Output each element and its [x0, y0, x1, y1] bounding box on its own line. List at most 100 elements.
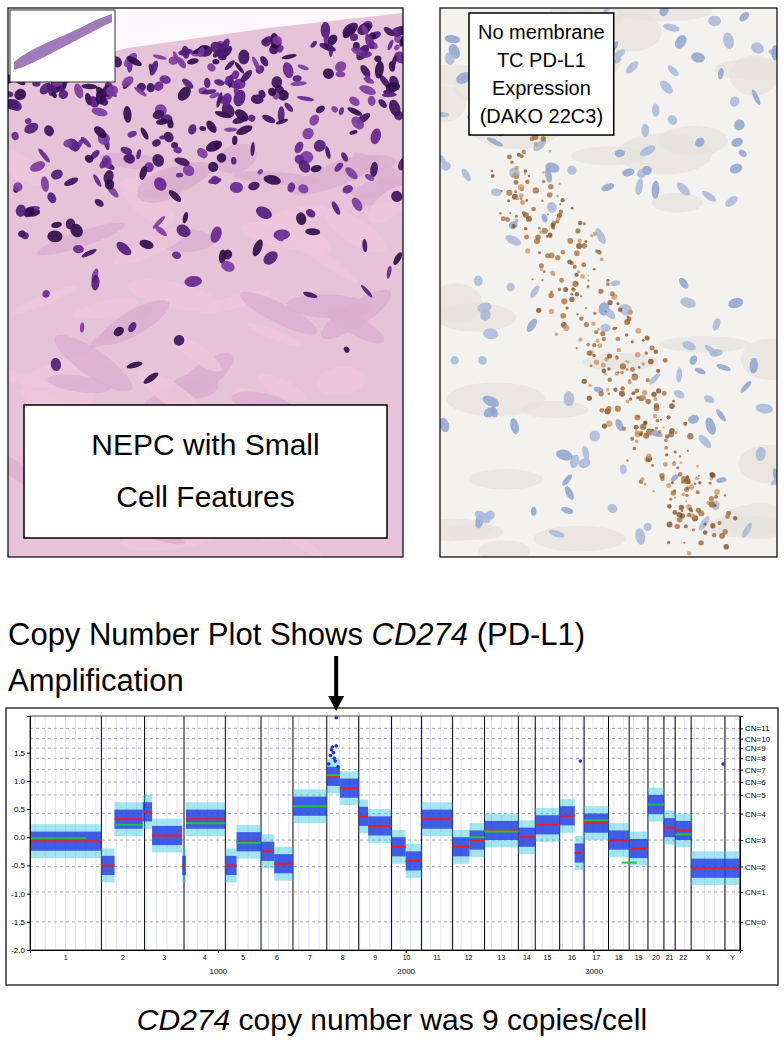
- nucleus: [104, 179, 114, 190]
- stain-granule: [563, 287, 568, 292]
- grid-line: [30, 866, 740, 867]
- nucleus: [396, 156, 403, 172]
- nucleus: [297, 95, 315, 102]
- probe-cloud: [143, 802, 152, 821]
- nucleus: [295, 211, 308, 226]
- nucleus: [15, 204, 28, 218]
- tick: -0.5: [11, 861, 30, 870]
- stain-granule: [679, 505, 685, 511]
- tick-label: CN=8: [745, 754, 766, 763]
- nucleus: [173, 145, 183, 154]
- nucleus: [307, 113, 321, 128]
- stain-granule: [677, 517, 683, 523]
- stain-granule: [636, 417, 639, 420]
- nucleus: [91, 275, 100, 291]
- stain-granule: [633, 447, 637, 451]
- chromosome-label: 3: [162, 954, 166, 961]
- segment: [664, 827, 675, 829]
- stain-granule: [599, 408, 604, 413]
- nucleus: [393, 44, 401, 52]
- stain-granule: [607, 393, 610, 396]
- stain-granule: [550, 223, 554, 227]
- stain-granule: [606, 279, 609, 282]
- stain-granule: [616, 337, 621, 342]
- background-line: [420, 716, 421, 950]
- background-line: [146, 716, 147, 950]
- nucleus: [755, 403, 774, 415]
- nucleus: [621, 167, 635, 177]
- nucleus: [367, 95, 376, 106]
- stain-granule: [710, 473, 715, 478]
- nucleus: [347, 95, 361, 108]
- segment: [186, 818, 225, 820]
- nucleus: [687, 413, 700, 425]
- nucleus: [460, 167, 473, 183]
- stain-granule: [538, 227, 541, 230]
- nucleus: [634, 527, 646, 545]
- stain-granule: [549, 309, 554, 314]
- stroma: [571, 146, 648, 165]
- stain-granule: [673, 450, 676, 453]
- tick: 0.0: [14, 833, 30, 842]
- stain-granule: [642, 339, 645, 342]
- tick-label: CN=0: [745, 918, 766, 927]
- nucleus: [443, 51, 456, 66]
- stain-granule: [594, 359, 599, 364]
- nucleus: [610, 280, 621, 287]
- collagen: [8, 136, 51, 192]
- segment: [237, 841, 261, 843]
- background-line: [349, 716, 350, 950]
- chromosome-label: 9: [373, 954, 377, 961]
- stain-granule: [543, 270, 546, 273]
- nucleus: [57, 88, 70, 101]
- stain-granule: [723, 544, 729, 550]
- stain-granule: [594, 330, 598, 334]
- stain-granule: [524, 169, 528, 173]
- stain-granule: [542, 171, 545, 174]
- stain-granule: [580, 274, 585, 279]
- stain-granule: [654, 403, 659, 408]
- nucleus: [195, 146, 210, 161]
- stain-granule: [514, 219, 518, 223]
- nucleus: [181, 45, 190, 59]
- nucleus: [204, 78, 211, 89]
- stain-granule: [584, 240, 587, 243]
- nucleus: [232, 136, 238, 146]
- background-line: [278, 716, 279, 950]
- stain-granule: [591, 322, 595, 326]
- probe-cloud-outer: [327, 759, 340, 793]
- probe-cloud-outer: [485, 814, 519, 848]
- panel-label: NEPC with Small: [91, 428, 319, 461]
- nucleus: [231, 157, 237, 165]
- nucleus: [387, 98, 403, 118]
- stroma: [440, 283, 483, 323]
- nucleus: [250, 55, 262, 72]
- stain-granule: [629, 397, 632, 400]
- nucleus: [544, 167, 553, 184]
- probe-cloud: [152, 826, 182, 845]
- nucleus: [362, 239, 368, 253]
- nucleus: [481, 393, 501, 409]
- nucleus: [126, 360, 143, 370]
- nucleus: [215, 92, 224, 109]
- probe-point: [721, 762, 725, 766]
- stain-granule: [549, 253, 555, 259]
- nucleus: [281, 61, 295, 79]
- stain-granule: [520, 200, 525, 205]
- nucleus: [350, 196, 365, 213]
- nucleus: [250, 142, 255, 157]
- nucleus: [563, 485, 576, 502]
- tick: CN=10: [740, 735, 771, 744]
- probe-cloud: [327, 767, 340, 786]
- nucleus: [142, 370, 160, 385]
- stain-granule: [528, 175, 530, 177]
- nucleus: [300, 126, 316, 142]
- nucleus: [449, 355, 459, 365]
- nucleus: [440, 161, 451, 172]
- stain-granule: [556, 195, 559, 198]
- nucleus: [119, 145, 133, 156]
- nucleus: [114, 239, 134, 258]
- tick-mark: [740, 795, 743, 796]
- nucleus: [548, 528, 566, 539]
- stain-granule: [674, 497, 676, 499]
